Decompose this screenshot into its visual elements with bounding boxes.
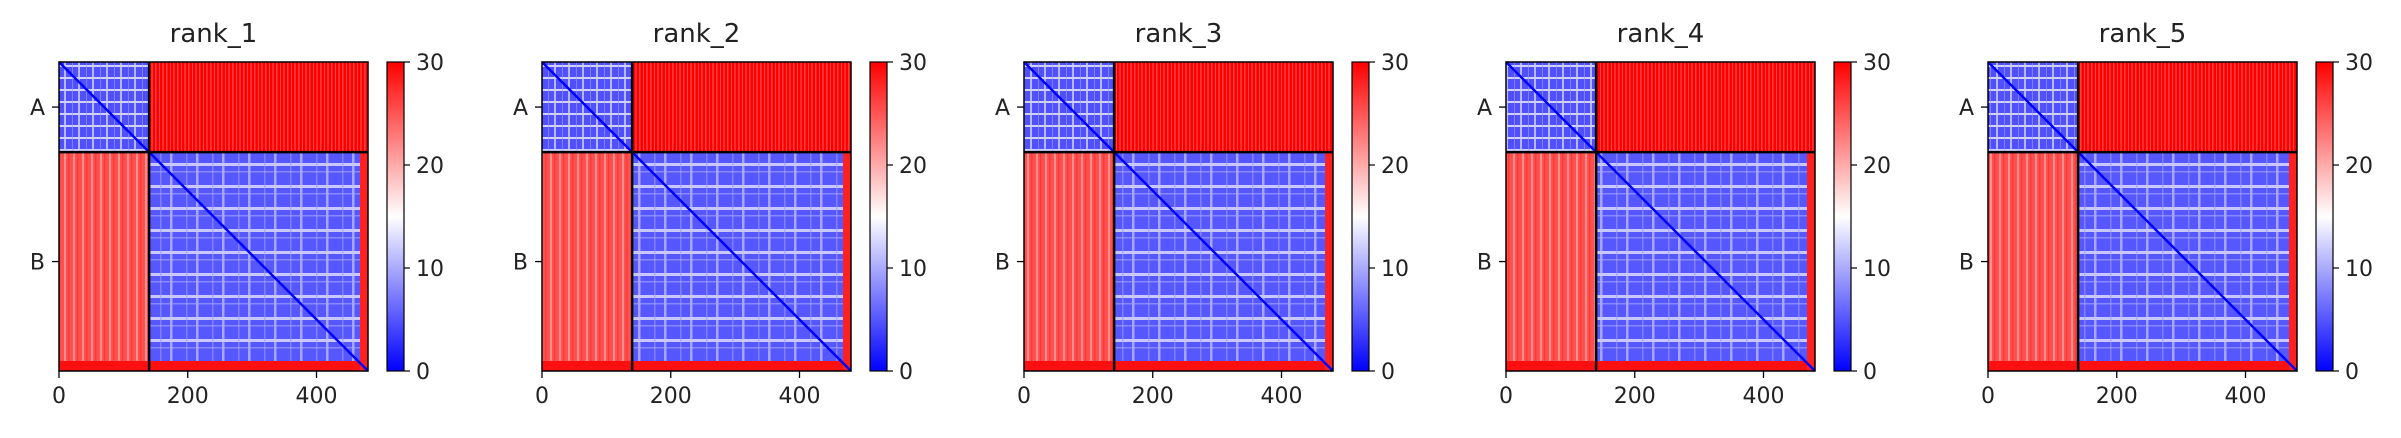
heatmap-panel-2: rank_2 0 200 400 A B 0 10 20 30 (513, 19, 927, 409)
colorbar-tick-label: 0 (2345, 360, 2359, 385)
panel-title: rank_4 (1617, 19, 1705, 49)
colorbar-tick-label: 30 (416, 51, 444, 76)
x-tick-label: 0 (535, 384, 549, 409)
y-tick-label: A (1477, 96, 1492, 121)
colorbar-tick-label: 10 (1863, 257, 1891, 282)
axes-frame (1023, 61, 1334, 372)
diagonal-line (1023, 61, 1334, 372)
heatmap-panel-3: rank_3 0 200 400 A B 0 10 20 30 (995, 19, 1409, 409)
block-inter-b-a (1988, 152, 2079, 371)
x-tick-label: 0 (1499, 384, 1513, 409)
heatmap-panel-1: rank_1 0 200 400 A B 0 10 20 30 (30, 19, 444, 409)
panel-title: rank_2 (653, 19, 741, 49)
diagonal-line (58, 61, 369, 372)
colorbar (387, 62, 404, 371)
panel-title: rank_3 (1135, 19, 1223, 49)
block-inter-a-b (2078, 62, 2297, 153)
x-tick-label: 200 (2096, 384, 2138, 409)
colorbar-frame (2315, 61, 2334, 372)
x-tick-label: 0 (1981, 384, 1995, 409)
terminal-strip-bottom (1024, 361, 1333, 371)
y-tick-label: A (30, 96, 45, 121)
x-tick-label: 200 (650, 384, 692, 409)
x-tick-label: 400 (1261, 384, 1303, 409)
colorbar-tick-label: 0 (1381, 360, 1395, 385)
colorbar-tick-label: 10 (899, 257, 927, 282)
y-tick-label: A (995, 96, 1010, 121)
heatmap-panel-5: rank_5 0 200 400 A B 0 10 20 30 (1959, 19, 2373, 409)
terminal-strip-bottom (59, 361, 368, 371)
colorbar-frame (869, 61, 888, 372)
colorbar-tick-label: 10 (1381, 257, 1409, 282)
colorbar (870, 62, 887, 371)
block-inter-b-a (1024, 152, 1115, 371)
x-tick-label: 400 (779, 384, 821, 409)
terminal-strip-right (1807, 152, 1815, 371)
block-inter-a-b (632, 62, 851, 153)
panel-title: rank_1 (170, 19, 258, 49)
heatmap-panel-4: rank_4 0 200 400 A B 0 10 20 30 (1477, 19, 1891, 409)
colorbar-tick-label: 20 (1381, 154, 1409, 179)
diagonal-line (1987, 61, 2298, 372)
y-tick-label: B (513, 251, 528, 276)
colorbar-frame (386, 61, 405, 372)
block-inter-b-a (59, 152, 150, 371)
block-inter-b-a (1506, 152, 1597, 371)
diagonal-line (541, 61, 852, 372)
colorbar-tick-label: 20 (416, 154, 444, 179)
terminal-strip-right (843, 152, 851, 371)
terminal-strip-bottom (1506, 361, 1815, 371)
colorbar-tick-label: 30 (1863, 51, 1891, 76)
terminal-strip-right (360, 152, 368, 371)
axes-frame (1987, 61, 2298, 372)
colorbar-tick-label: 10 (2345, 257, 2373, 282)
x-tick-label: 400 (296, 384, 338, 409)
axes-frame (541, 61, 852, 372)
block-inter-b-a (542, 152, 633, 371)
y-tick-label: B (1477, 251, 1492, 276)
axes-frame (58, 61, 369, 372)
terminal-strip-bottom (542, 361, 851, 371)
x-tick-label: 0 (52, 384, 66, 409)
terminal-strip-right (2289, 152, 2297, 371)
colorbar (1834, 62, 1851, 371)
y-tick-label: A (1959, 96, 1974, 121)
colorbar-frame (1351, 61, 1370, 372)
x-tick-label: 400 (2225, 384, 2267, 409)
panel-title: rank_5 (2099, 19, 2187, 49)
y-tick-label: A (513, 96, 528, 121)
colorbar-tick-label: 30 (899, 51, 927, 76)
block-inter-a-b (1596, 62, 1815, 153)
terminal-strip-bottom (1988, 361, 2297, 371)
block-inter-a-b (1114, 62, 1333, 153)
y-tick-label: B (995, 251, 1010, 276)
colorbar-tick-label: 0 (1863, 360, 1877, 385)
colorbar-tick-label: 30 (2345, 51, 2373, 76)
colorbar (2316, 62, 2333, 371)
x-tick-label: 400 (1743, 384, 1785, 409)
colorbar (1352, 62, 1369, 371)
colorbar-tick-label: 0 (899, 360, 913, 385)
axes-frame (1505, 61, 1816, 372)
colorbar-tick-label: 0 (416, 360, 430, 385)
colorbar-tick-label: 10 (416, 257, 444, 282)
x-tick-label: 200 (167, 384, 209, 409)
block-inter-a-b (149, 62, 368, 153)
colorbar-frame (1833, 61, 1852, 372)
x-tick-label: 200 (1614, 384, 1656, 409)
colorbar-tick-label: 20 (2345, 154, 2373, 179)
y-tick-label: B (30, 251, 45, 276)
colorbar-tick-label: 30 (1381, 51, 1409, 76)
x-tick-label: 200 (1132, 384, 1174, 409)
terminal-strip-right (1325, 152, 1333, 371)
x-tick-label: 0 (1017, 384, 1031, 409)
y-tick-label: B (1959, 251, 1974, 276)
diagonal-line (1505, 61, 1816, 372)
colorbar-tick-label: 20 (1863, 154, 1891, 179)
colorbar-tick-label: 20 (899, 154, 927, 179)
